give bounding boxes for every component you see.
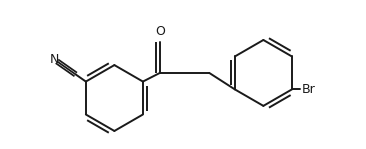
Text: Br: Br (301, 83, 315, 96)
Text: O: O (155, 25, 165, 38)
Text: N: N (50, 53, 59, 66)
